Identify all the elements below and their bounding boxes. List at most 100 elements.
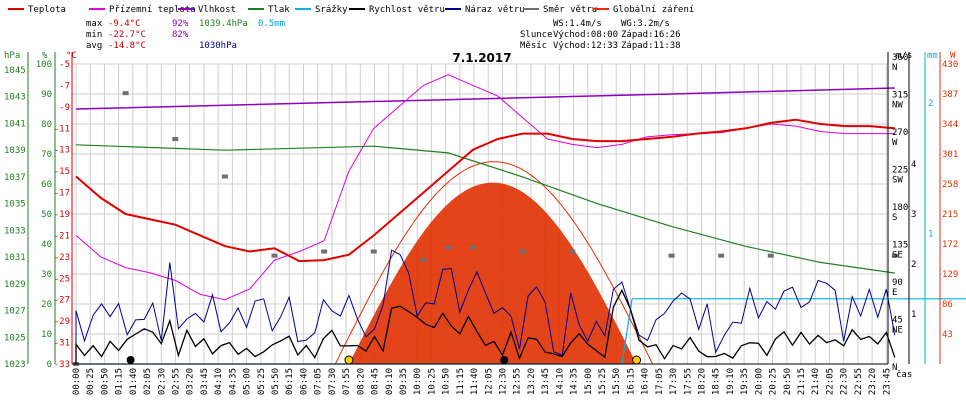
tick-hum-1: 10 <box>41 330 52 340</box>
tick-x-27: 11:15 <box>456 368 466 395</box>
tick-temp-4: -25 <box>54 274 70 284</box>
tick-x-25: 10:25 <box>427 368 437 395</box>
legend-label-3: Tlak <box>268 5 290 15</box>
tick-hum-5: 50 <box>41 210 52 220</box>
tick-x-44: 18:20 <box>698 368 708 395</box>
tick-x-24: 10:00 <box>413 368 423 395</box>
stat-mesic: Měsíc <box>520 41 547 51</box>
tick-x-16: 06:40 <box>299 368 309 395</box>
tick-wind-3: 4 <box>911 160 916 170</box>
tick-x-6: 02:30 <box>157 368 167 395</box>
tick-dirname-2: E <box>892 288 897 298</box>
tick-x-40: 16:40 <box>641 368 651 395</box>
legend-label-7: Směr větru <box>543 5 597 15</box>
tick-wind-2: 3 <box>911 210 916 220</box>
tick-temp-1: -31 <box>54 339 70 349</box>
axis-label-hum: % <box>42 51 48 61</box>
tick-temp-14: -5 <box>59 60 70 70</box>
legend-label-2: Vlhkost <box>198 5 236 15</box>
tick-x-9: 03:45 <box>200 368 210 395</box>
stat-slunce-vychod: Východ:08:00 <box>553 30 618 40</box>
tick-hum-4: 40 <box>41 240 52 250</box>
sunset-marker <box>632 355 642 365</box>
tick-temp-9: -15 <box>54 167 70 177</box>
tick-x-29: 12:05 <box>484 368 494 395</box>
tick-dir-2: 90 <box>892 278 903 288</box>
tick-hpa-5: 1033 <box>4 226 26 236</box>
tick-x-31: 12:55 <box>513 368 523 395</box>
tick-x-45: 18:45 <box>712 368 722 395</box>
series <box>73 74 966 366</box>
tick-x-57: 23:45 <box>882 368 892 395</box>
tick-x-55: 22:55 <box>854 368 864 395</box>
tick-hpa-3: 1029 <box>4 280 26 290</box>
wind-dir-point-14 <box>767 253 774 258</box>
series-temperature <box>75 118 895 263</box>
wind-dir-point-1 <box>122 91 129 96</box>
tick-dirname-8: N <box>892 63 897 73</box>
tick-wind-1: 2 <box>911 260 916 270</box>
tick-hpa-1: 1025 <box>4 333 26 343</box>
axis-label-sun: W <box>950 51 956 61</box>
tick-dirname-6: W <box>892 138 898 148</box>
tick-x-0: 00:00 <box>72 368 82 395</box>
legend: Teplota Přízemní teplota Vlhkost Tlak Srážky… <box>8 5 694 15</box>
tick-x-5: 02:05 <box>143 368 153 395</box>
tick-hum-2: 20 <box>41 300 52 310</box>
tick-dir-6: 270 <box>892 128 908 138</box>
series-solar-theoretical <box>334 161 654 365</box>
tick-x-8: 03:20 <box>186 368 196 395</box>
stat-1-2: 82% <box>172 30 189 40</box>
tick-x-19: 07:55 <box>342 368 352 395</box>
stat-slunce-zapad: Západ:16:26 <box>621 30 681 40</box>
tick-sun-10: 430 <box>942 60 958 70</box>
stat-2-0: avg <box>86 41 102 51</box>
tick-x-4: 01:40 <box>129 368 139 395</box>
tick-x-21: 08:45 <box>371 368 381 395</box>
tick-x-47: 19:35 <box>740 368 750 395</box>
stat-slunce: Slunce <box>520 30 553 40</box>
tick-dirname-0: N <box>892 363 897 373</box>
axis-label-rain: mm <box>927 51 938 61</box>
wind-dir-point-13 <box>718 253 725 258</box>
tick-hpa-6: 1035 <box>4 200 26 210</box>
axis-label-wind: m/s <box>896 51 912 61</box>
wind-dir-point-3 <box>221 174 228 179</box>
tick-x-22: 09:10 <box>385 368 395 395</box>
stat-0-3: 1039.4hPa <box>199 19 248 29</box>
stat-2-1: -14.8°C <box>108 41 146 51</box>
tick-hum-6: 60 <box>41 180 52 190</box>
tick-x-23: 09:35 <box>399 368 409 395</box>
legend-label-8: Globální záření <box>613 5 694 15</box>
tick-x-26: 10:50 <box>442 368 452 395</box>
tick-hpa-10: 1043 <box>4 93 26 103</box>
tick-x-39: 16:15 <box>626 368 636 395</box>
tick-x-46: 19:10 <box>726 368 736 395</box>
legend-label-5: Rychlost větru <box>369 5 445 15</box>
tick-dirname-7: NW <box>892 101 903 111</box>
tick-x-49: 20:25 <box>769 368 779 395</box>
tick-hum-3: 30 <box>41 270 52 280</box>
stat-0-0: max <box>86 19 103 29</box>
tick-dir-7: 315 <box>892 91 908 101</box>
tick-temp-3: -27 <box>54 296 70 306</box>
wind-dir-point-12 <box>668 253 675 258</box>
legend-label-0: Teplota <box>28 5 66 15</box>
axis-label-temp: °C <box>66 51 77 61</box>
legend-label-1: Přízemní teplota <box>109 5 196 15</box>
chart-title: 7.1.2017 <box>452 51 511 65</box>
tick-sun-6: 258 <box>942 180 958 190</box>
tick-dir-5: 225 <box>892 166 908 176</box>
tick-sun-1: 43 <box>942 330 953 340</box>
wind-dir-point-2 <box>172 137 179 141</box>
tick-hum-10: 100 <box>36 60 52 70</box>
tick-temp-8: -17 <box>54 189 70 199</box>
tick-x-10: 04:10 <box>214 368 224 395</box>
moonrise-marker <box>500 356 509 364</box>
tick-x-34: 14:10 <box>555 368 565 395</box>
tick-x-28: 11:40 <box>470 368 480 395</box>
stat-1-0: min <box>86 30 102 40</box>
tick-hpa-8: 1039 <box>4 146 26 156</box>
tick-dirname-4: S <box>892 213 897 223</box>
wind-dir-point-15 <box>891 253 898 258</box>
